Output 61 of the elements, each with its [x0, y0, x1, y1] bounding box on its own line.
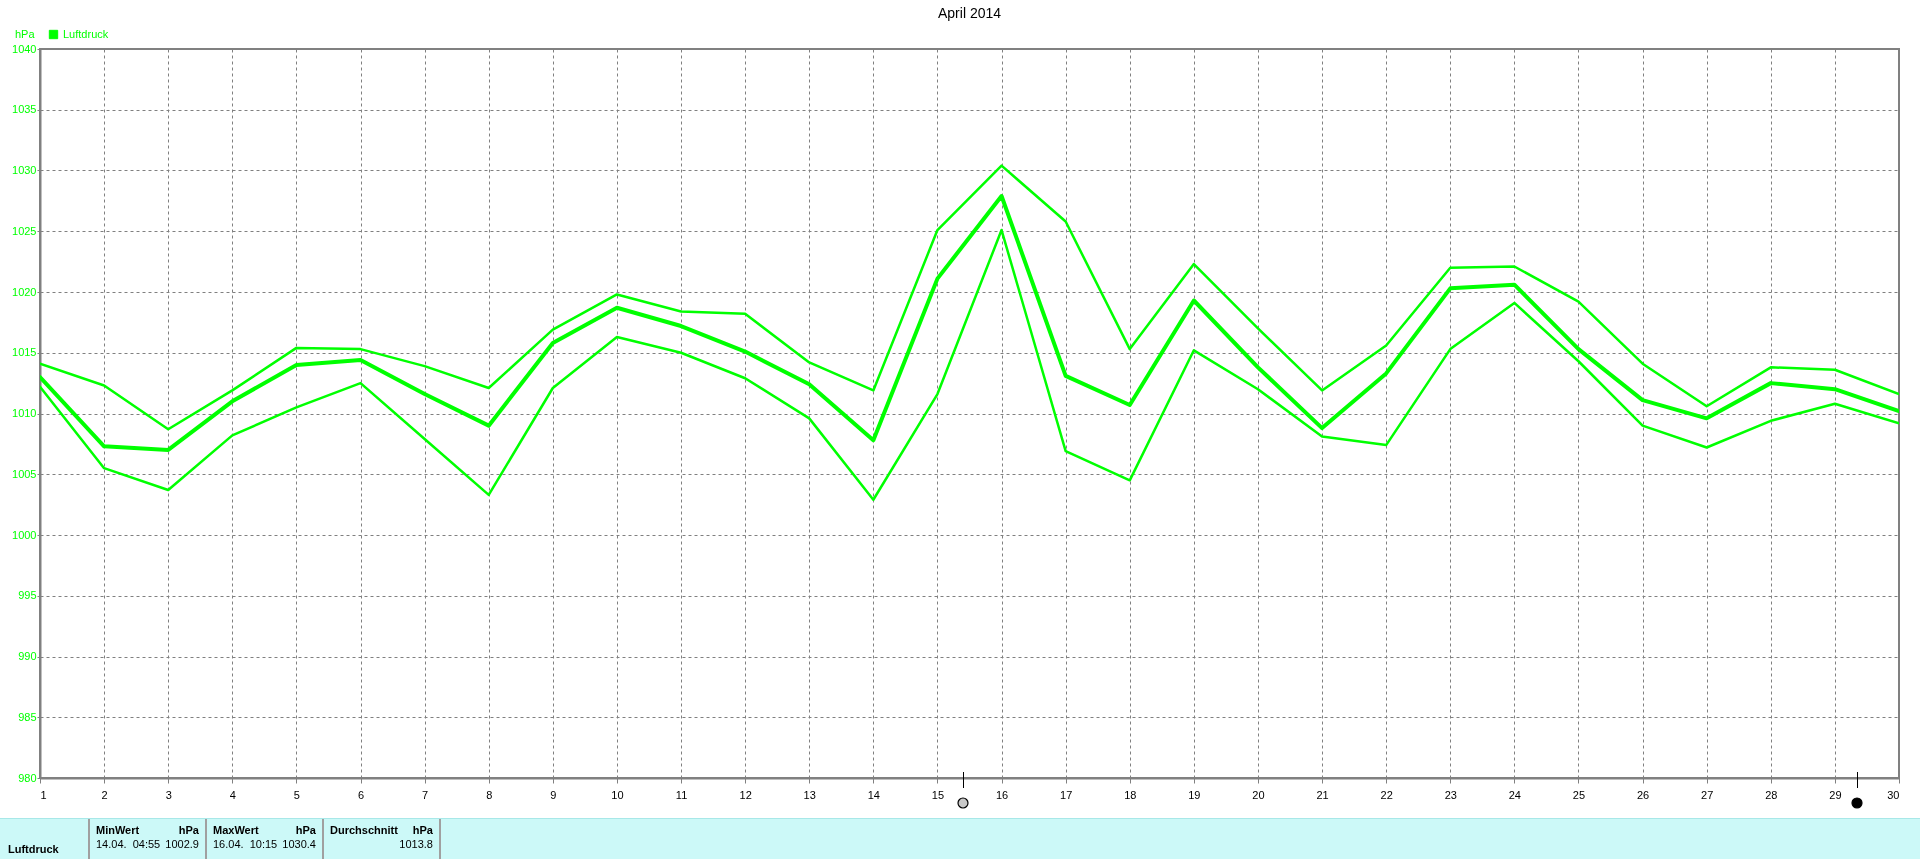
y-tick-label: 1035	[12, 103, 37, 116]
text: hPa	[295, 823, 316, 837]
y-tick-label: 1020	[12, 285, 37, 298]
y-axis-title: hPa	[14, 27, 36, 40]
text: Durchschnitt	[330, 823, 398, 837]
x-tick-label: 2	[101, 788, 108, 801]
x-tick-label: 9	[550, 788, 557, 801]
text: hPa	[178, 823, 199, 837]
x-tick-label: 30	[1887, 788, 1900, 801]
x-tick-label: 13	[803, 788, 816, 801]
y-tick-label: 1010	[12, 407, 37, 419]
chart-title: April 2014	[937, 5, 1002, 21]
y-tick-label: 995	[18, 589, 37, 602]
x-tick-label: 19	[1188, 788, 1201, 801]
y-tick-label: 985	[18, 710, 37, 723]
text: 1002.9	[165, 837, 199, 851]
text: Luftdruck	[8, 843, 59, 855]
x-tick-label: 8	[486, 788, 493, 801]
y-tick-label: 980	[18, 771, 37, 784]
x-tick-label: 6	[357, 788, 365, 801]
x-tick-label: 28	[1765, 788, 1778, 801]
x-tick-label: 15	[931, 788, 945, 801]
text: MaxWert	[213, 823, 259, 837]
x-tick-label: 7	[422, 788, 429, 801]
x-tick-label: 23	[1444, 788, 1457, 801]
text: hPa	[412, 823, 433, 837]
x-tick-label: 10	[611, 788, 624, 801]
text: 16.04. 10:15	[213, 837, 278, 851]
x-tick-label: 14	[867, 788, 880, 801]
y-tick-label: 990	[18, 650, 37, 662]
x-tick-label: 21	[1316, 788, 1329, 801]
x-tick-label: 20	[1252, 788, 1265, 801]
text: 1013.8	[399, 837, 433, 851]
x-tick-label: 18	[1124, 788, 1137, 801]
text: MinWert	[96, 823, 140, 837]
y-tick-label: 1005	[12, 467, 37, 480]
y-tick-label: 1030	[12, 164, 37, 176]
line-series	[40, 194, 1899, 452]
x-tick-label: 16	[995, 788, 1009, 801]
x-tick-label: 11	[675, 788, 688, 801]
line-series	[40, 228, 1899, 502]
y-tick-label: 1015	[12, 346, 37, 359]
x-tick-label: 24	[1508, 788, 1521, 801]
y-tick-label: 1040	[12, 42, 37, 55]
x-tick-label: 27	[1701, 788, 1714, 801]
text: 1030.4	[282, 837, 316, 851]
legend-label: Luftdruck	[63, 27, 109, 40]
x-tick-label: 26	[1636, 788, 1650, 801]
y-tick-label: 1025	[12, 224, 37, 237]
x-tick-label: 5	[293, 788, 300, 801]
line-series	[40, 164, 1899, 431]
x-tick-label: 29	[1829, 788, 1842, 801]
x-tick-label: 4	[229, 788, 236, 801]
text: 14.04. 04:55	[96, 837, 161, 851]
x-tick-label: 12	[739, 788, 752, 801]
y-tick-label: 1000	[12, 528, 37, 541]
x-tick-label: 22	[1380, 788, 1393, 801]
x-tick-label: 25	[1572, 788, 1586, 801]
x-tick-label: 1	[40, 788, 47, 801]
x-tick-label: 17	[1060, 788, 1073, 801]
x-tick-label: 3	[165, 788, 172, 801]
